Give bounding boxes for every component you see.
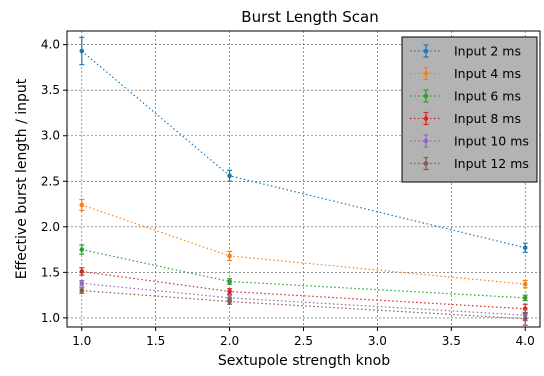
x-tick-label: 3.0 xyxy=(368,334,387,348)
legend-item: Input 2 ms xyxy=(410,44,521,59)
legend-item: Input 10 ms xyxy=(410,134,529,149)
x-tick-label: 3.5 xyxy=(442,334,461,348)
series-2 xyxy=(79,198,528,289)
legend-marker xyxy=(423,93,429,99)
series-3 xyxy=(79,244,528,302)
data-point xyxy=(79,280,85,286)
data-point xyxy=(227,253,232,259)
series-6 xyxy=(79,287,528,326)
data-point xyxy=(79,269,85,274)
data-point xyxy=(227,173,232,179)
legend-label: Input 8 ms xyxy=(454,111,521,126)
x-tick-label: 1.5 xyxy=(146,334,165,348)
data-point xyxy=(79,48,85,54)
legend-item: Input 4 ms xyxy=(410,66,521,81)
y-tick-label: 4.0 xyxy=(41,38,60,52)
data-point xyxy=(522,316,528,322)
y-tick-label: 1.0 xyxy=(41,311,60,325)
y-tick-label: 3.0 xyxy=(41,129,60,143)
x-tick-label: 2.5 xyxy=(294,334,313,348)
y-tick-label: 2.5 xyxy=(41,174,60,188)
legend: Input 2 ms Input 4 ms Input 6 ms Input 8 ms… xyxy=(401,36,538,183)
series-1 xyxy=(79,36,528,253)
x-axis-label: Sextupole strength knob xyxy=(218,353,390,369)
chart-title: Burst Length Scan xyxy=(241,8,378,26)
legend-label: Input 10 ms xyxy=(454,134,529,149)
legend-marker xyxy=(423,161,429,166)
legend-item: Input 12 ms xyxy=(410,156,529,171)
data-point xyxy=(79,288,85,293)
y-axis: 1.0 1.5 2.0 2.5 3.0 3.5 4.0 xyxy=(41,38,67,325)
data-point xyxy=(227,279,232,284)
series-4 xyxy=(79,267,528,314)
legend-marker xyxy=(423,116,429,121)
legend-item: Input 8 ms xyxy=(410,111,521,126)
y-tick-label: 2.0 xyxy=(41,220,60,234)
data-point xyxy=(522,281,528,287)
legend-label: Input 6 ms xyxy=(454,89,521,104)
legend-label: Input 2 ms xyxy=(454,44,521,59)
data-point xyxy=(79,247,85,252)
x-tick-label: 1.0 xyxy=(72,334,91,348)
legend-marker xyxy=(423,138,429,144)
series-line xyxy=(81,248,526,299)
data-point xyxy=(79,202,85,208)
y-axis-label: Effective burst length / input xyxy=(14,78,30,279)
y-tick-label: 3.5 xyxy=(41,83,60,97)
y-tick-label: 1.5 xyxy=(41,265,60,279)
data-point xyxy=(522,245,528,251)
x-tick-label: 4.0 xyxy=(516,334,535,348)
data-point xyxy=(522,295,528,301)
legend-item: Input 6 ms xyxy=(410,89,521,104)
data-point xyxy=(227,289,232,294)
x-axis: 1.0 1.5 2.0 2.5 3.0 3.5 4.0 xyxy=(72,327,535,348)
legend-label: Input 12 ms xyxy=(454,156,529,171)
series-layer xyxy=(79,36,528,326)
legend-marker xyxy=(423,71,429,76)
legend-label: Input 4 ms xyxy=(454,66,521,81)
legend-marker xyxy=(423,48,429,54)
x-tick-label: 2.0 xyxy=(220,334,239,348)
data-point xyxy=(227,299,232,304)
